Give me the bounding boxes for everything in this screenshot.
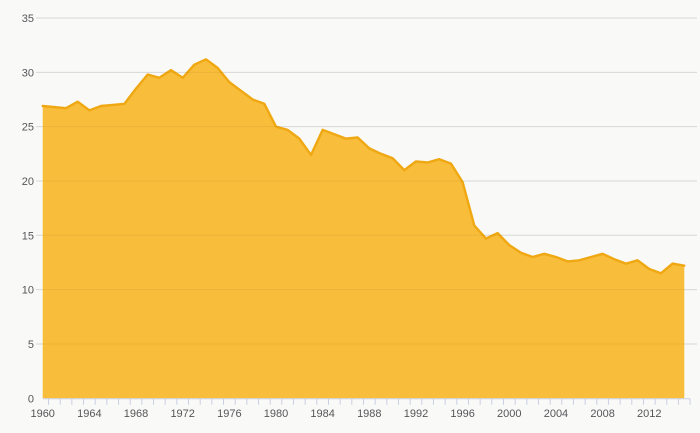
y-axis-labels: 0 5 10 15 20 25 30 35: [22, 13, 34, 405]
x-tick-label: 1996: [450, 408, 474, 420]
x-tick-label: 2000: [497, 408, 521, 420]
y-tick-label: 10: [22, 285, 34, 297]
y-tick-label: 30: [22, 67, 34, 79]
area-series: [41, 58, 686, 399]
x-tick-label: 2012: [637, 408, 661, 420]
y-tick-label: 5: [28, 339, 34, 351]
x-axis: [42, 398, 691, 405]
x-tick-label: 1992: [404, 408, 428, 420]
x-tick-label: 1968: [124, 408, 148, 420]
x-tick-label: 1988: [357, 408, 381, 420]
x-tick-label: 2008: [590, 408, 614, 420]
x-tick-label: 1960: [30, 408, 54, 420]
y-tick-label: 15: [22, 230, 34, 242]
x-tick-label: 1984: [310, 408, 334, 420]
x-axis-labels: 1960 1964 1968 1972 1976 1980 1984 1988 1992 1996…: [30, 408, 661, 420]
area-outline: [41, 58, 686, 275]
x-tick-label: 1976: [217, 408, 241, 420]
y-tick-label: 20: [22, 176, 34, 188]
x-tick-label: 1972: [170, 408, 194, 420]
y-tick-label: 0: [28, 393, 34, 405]
x-tick-label: 1964: [77, 408, 101, 420]
x-tick-label: 2004: [544, 408, 568, 420]
y-tick-label: 35: [22, 13, 34, 25]
gridlines-overlay: [36, 17, 697, 345]
y-tick-label: 25: [22, 122, 34, 134]
x-tick-label: 1980: [264, 408, 288, 420]
area-fill: [42, 59, 685, 399]
